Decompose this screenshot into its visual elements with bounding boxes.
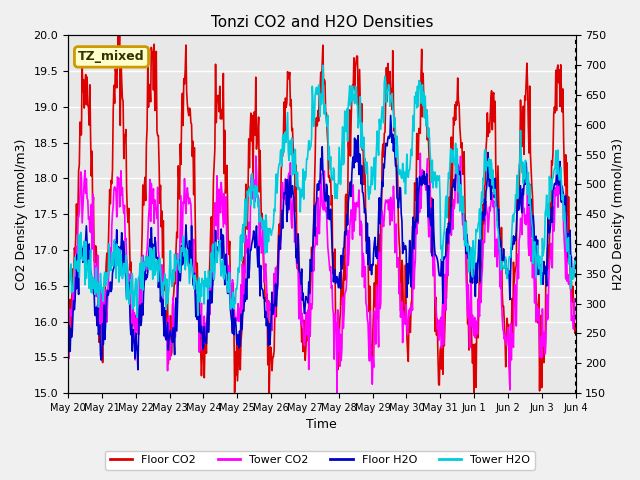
Text: TZ_mixed: TZ_mixed: [78, 50, 145, 63]
Y-axis label: H2O Density (mmol/m3): H2O Density (mmol/m3): [612, 138, 625, 290]
Legend: Floor CO2, Tower CO2, Floor H2O, Tower H2O: Floor CO2, Tower CO2, Floor H2O, Tower H…: [105, 451, 535, 469]
X-axis label: Time: Time: [307, 419, 337, 432]
Title: Tonzi CO2 and H2O Densities: Tonzi CO2 and H2O Densities: [211, 15, 433, 30]
Y-axis label: CO2 Density (mmol/m3): CO2 Density (mmol/m3): [15, 139, 28, 290]
